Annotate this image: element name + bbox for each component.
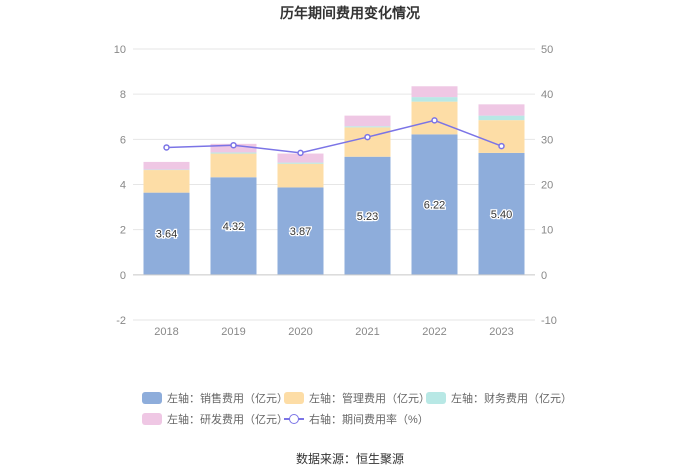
left-axis-tick: 2	[120, 225, 126, 237]
expense-rate-point	[230, 141, 237, 149]
x-axis-tick: 2020	[288, 326, 312, 338]
legend-swatch-rnd	[142, 413, 162, 425]
right-axis-tick: -10	[541, 315, 557, 327]
left-axis-tick: -2	[116, 315, 126, 327]
bar-data-label: 5.23	[357, 211, 378, 223]
bar-segment	[411, 86, 458, 98]
legend-sep-rnd: ：	[189, 414, 200, 426]
legend-sep-finance: ：	[473, 393, 484, 405]
legend-sep-sales: ：	[189, 393, 200, 405]
legend-sep-admin: ：	[331, 393, 342, 405]
bar-segment	[210, 177, 257, 275]
bar-segment	[277, 187, 324, 275]
legend-sep-rate: ：	[331, 414, 342, 426]
left-axis-tick: 4	[120, 180, 126, 192]
bar-segment	[344, 115, 391, 127]
bar-segment	[277, 153, 324, 163]
right-axis-tick: 50	[541, 44, 553, 56]
bar-segment	[143, 161, 190, 170]
left-axis-tick: 0	[120, 270, 126, 282]
expense-rate-point	[163, 144, 170, 151]
legend-axis-rnd: 左轴	[167, 414, 189, 426]
bar-segment	[344, 156, 391, 275]
expense-rate-point	[364, 133, 371, 141]
bar-segment	[344, 127, 391, 157]
bar-segment	[478, 152, 525, 275]
x-axis-tick: 2021	[355, 326, 379, 338]
legend-axis-rate: 右轴	[309, 414, 331, 426]
bar-data-label: 4.32	[223, 221, 244, 233]
right-axis-tick: 40	[541, 89, 553, 101]
bar-segment	[411, 97, 458, 102]
legend-label-rnd: 研发费用（亿元）	[200, 414, 288, 426]
bar-segment	[344, 126, 391, 128]
x-axis-tick: 2022	[422, 326, 446, 338]
bar-data-label: 3.64	[156, 229, 177, 241]
right-axis-tick: 0	[541, 270, 547, 282]
bar-data-label: 3.87	[290, 226, 311, 238]
bar-segment	[210, 152, 257, 154]
legend-item-sales[interactable]: 左轴：销售费用（亿元）	[142, 390, 288, 406]
bar-segment	[478, 115, 525, 121]
legend-line-icon	[284, 413, 304, 425]
expense-rate-point	[297, 149, 304, 157]
legend-axis-sales: 左轴	[167, 393, 189, 405]
legend-label-rate: 期间费用率（%）	[342, 414, 429, 426]
legend-swatch-finance	[426, 392, 446, 404]
x-axis-tick: 2019	[221, 326, 245, 338]
left-axis-tick: 8	[120, 89, 126, 101]
legend-item-rnd[interactable]: 左轴：研发费用（亿元）	[142, 411, 288, 427]
right-axis-tick: 20	[541, 180, 553, 192]
bar-segment	[210, 153, 257, 178]
legend-axis-admin: 左轴	[309, 393, 331, 405]
x-axis-tick: 2023	[489, 326, 513, 338]
expense-rate-line	[166, 119, 502, 154]
bar-data-label: 5.40	[491, 209, 512, 221]
right-axis-tick: 30	[541, 134, 553, 146]
legend-item-admin[interactable]: 左轴：管理费用（亿元）	[284, 390, 430, 406]
x-axis-tick: 2018	[154, 326, 178, 338]
legend-label-finance: 财务费用（亿元）	[484, 393, 572, 405]
legend-axis-finance: 左轴	[451, 393, 473, 405]
legend-label-admin: 管理费用（亿元）	[342, 393, 430, 405]
left-axis-tick: 6	[120, 134, 126, 146]
left-axis-tick: 10	[114, 44, 126, 56]
chart-title: 历年期间费用变化情况	[280, 5, 420, 21]
bar-segment	[143, 170, 190, 193]
legend-item-finance[interactable]: 左轴：财务费用（亿元）	[426, 390, 572, 406]
legend-swatch-sales	[142, 392, 162, 404]
bar-segment	[277, 162, 324, 164]
expense-rate-point	[431, 117, 438, 124]
bar-segment	[143, 192, 190, 275]
bar-segment	[411, 134, 458, 275]
right-axis-tick: 10	[541, 225, 553, 237]
bar-segment	[277, 163, 324, 188]
data-source: 数据来源：恒生聚源	[295, 452, 404, 466]
bar-data-label: 6.22	[424, 200, 445, 212]
legend-item-expense-rate[interactable]: 右轴：期间费用率（%）	[284, 411, 429, 427]
expense-rate-point	[498, 142, 505, 150]
legend-swatch-admin	[284, 392, 304, 404]
legend-label-sales: 销售费用（亿元）	[200, 393, 288, 405]
bar-segment	[478, 104, 525, 116]
